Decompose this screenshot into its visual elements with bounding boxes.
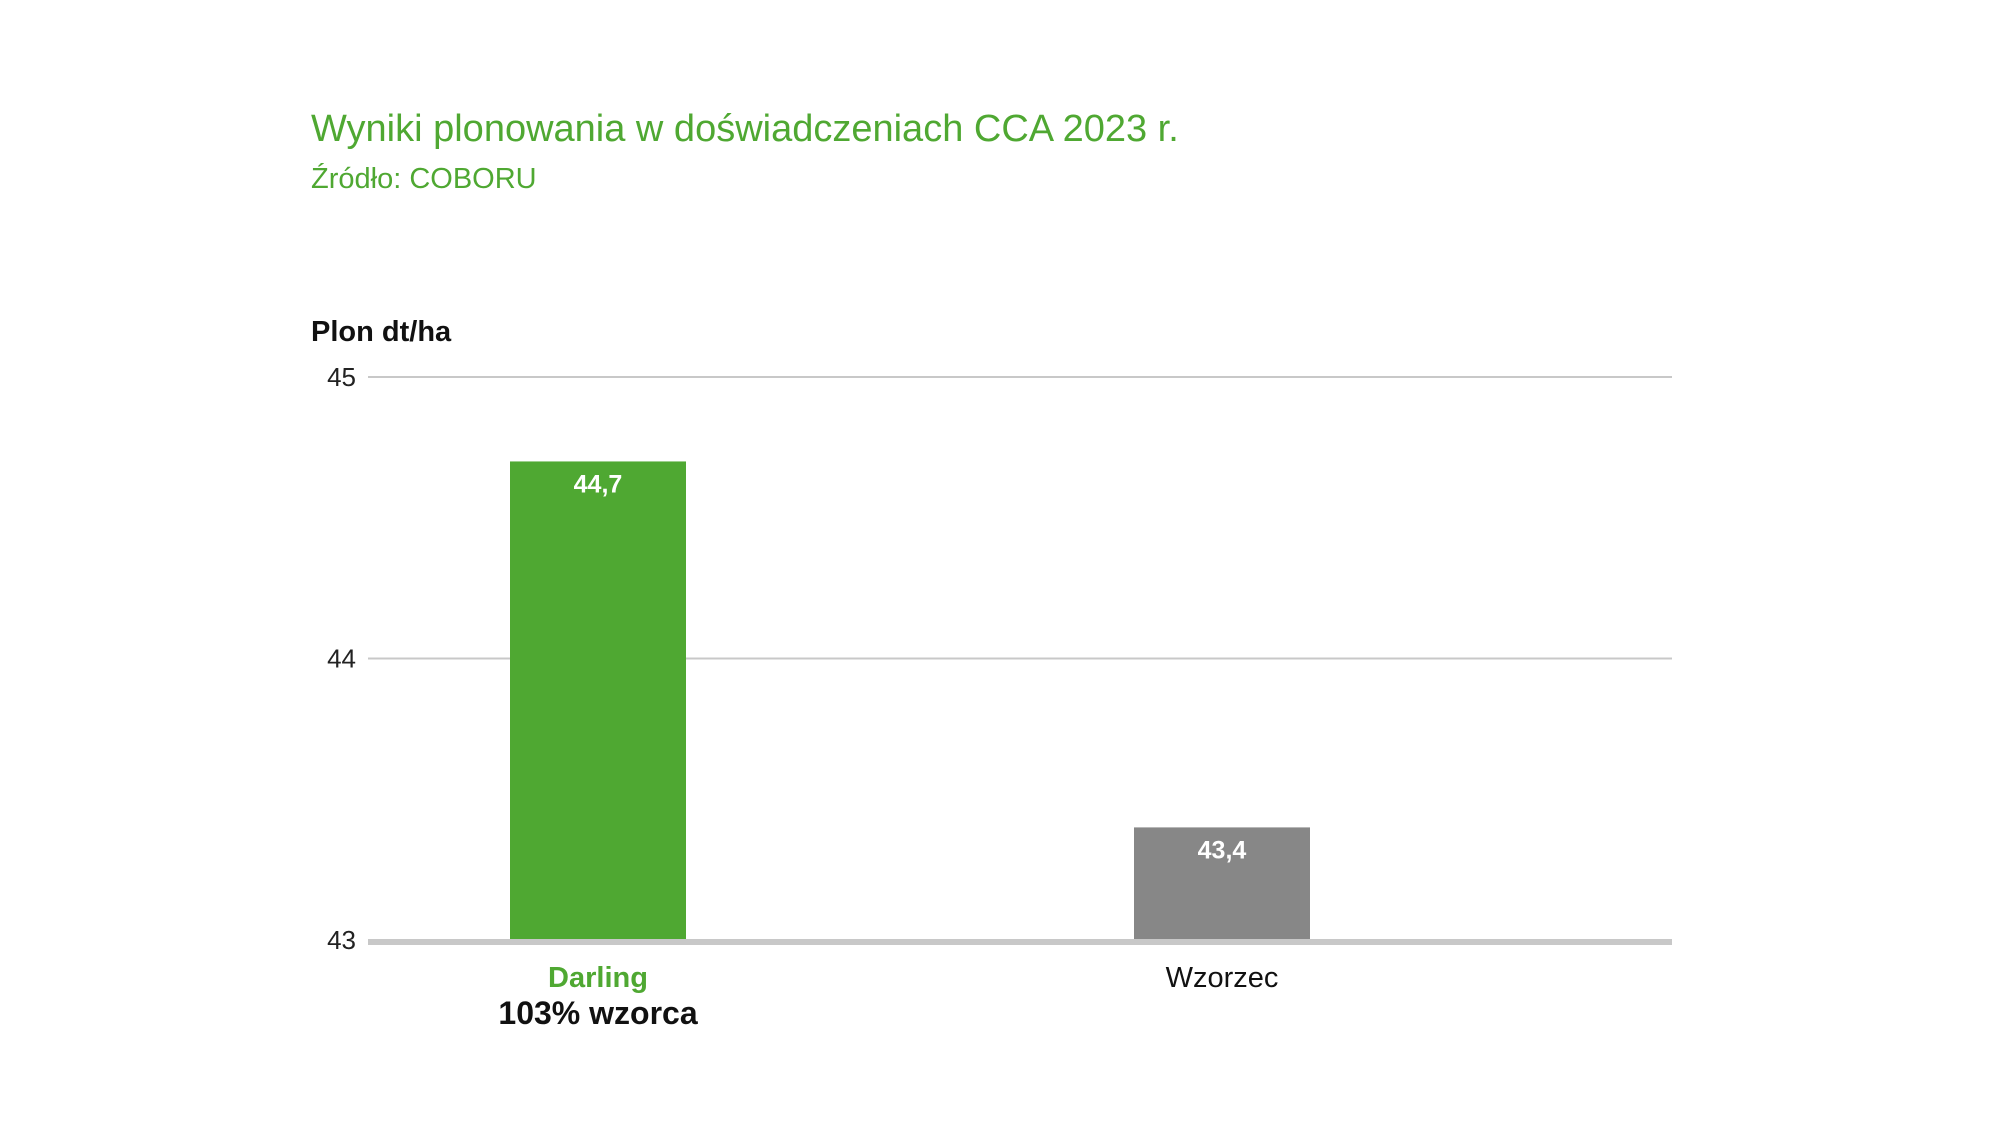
- y-tick-label: 43: [327, 925, 356, 955]
- y-tick-label: 44: [327, 644, 356, 674]
- bar-wzorzec: [1134, 827, 1310, 940]
- x-tick-label: Darling: [548, 962, 648, 994]
- x-tick-label: Wzorzec: [1166, 962, 1279, 994]
- y-axis-label: Plon dt/ha: [311, 316, 452, 348]
- y-tick-label: 45: [327, 362, 356, 392]
- chart-title: Wyniki plonowania w doświadczeniach CCA …: [311, 108, 1179, 150]
- bar-darling: [510, 461, 686, 940]
- category-note-darling: 103% wzorca: [498, 995, 698, 1031]
- chart-subtitle: Źródło: COBORU: [311, 163, 537, 195]
- data-label: 43,4: [1198, 836, 1247, 864]
- data-label: 44,7: [574, 470, 623, 498]
